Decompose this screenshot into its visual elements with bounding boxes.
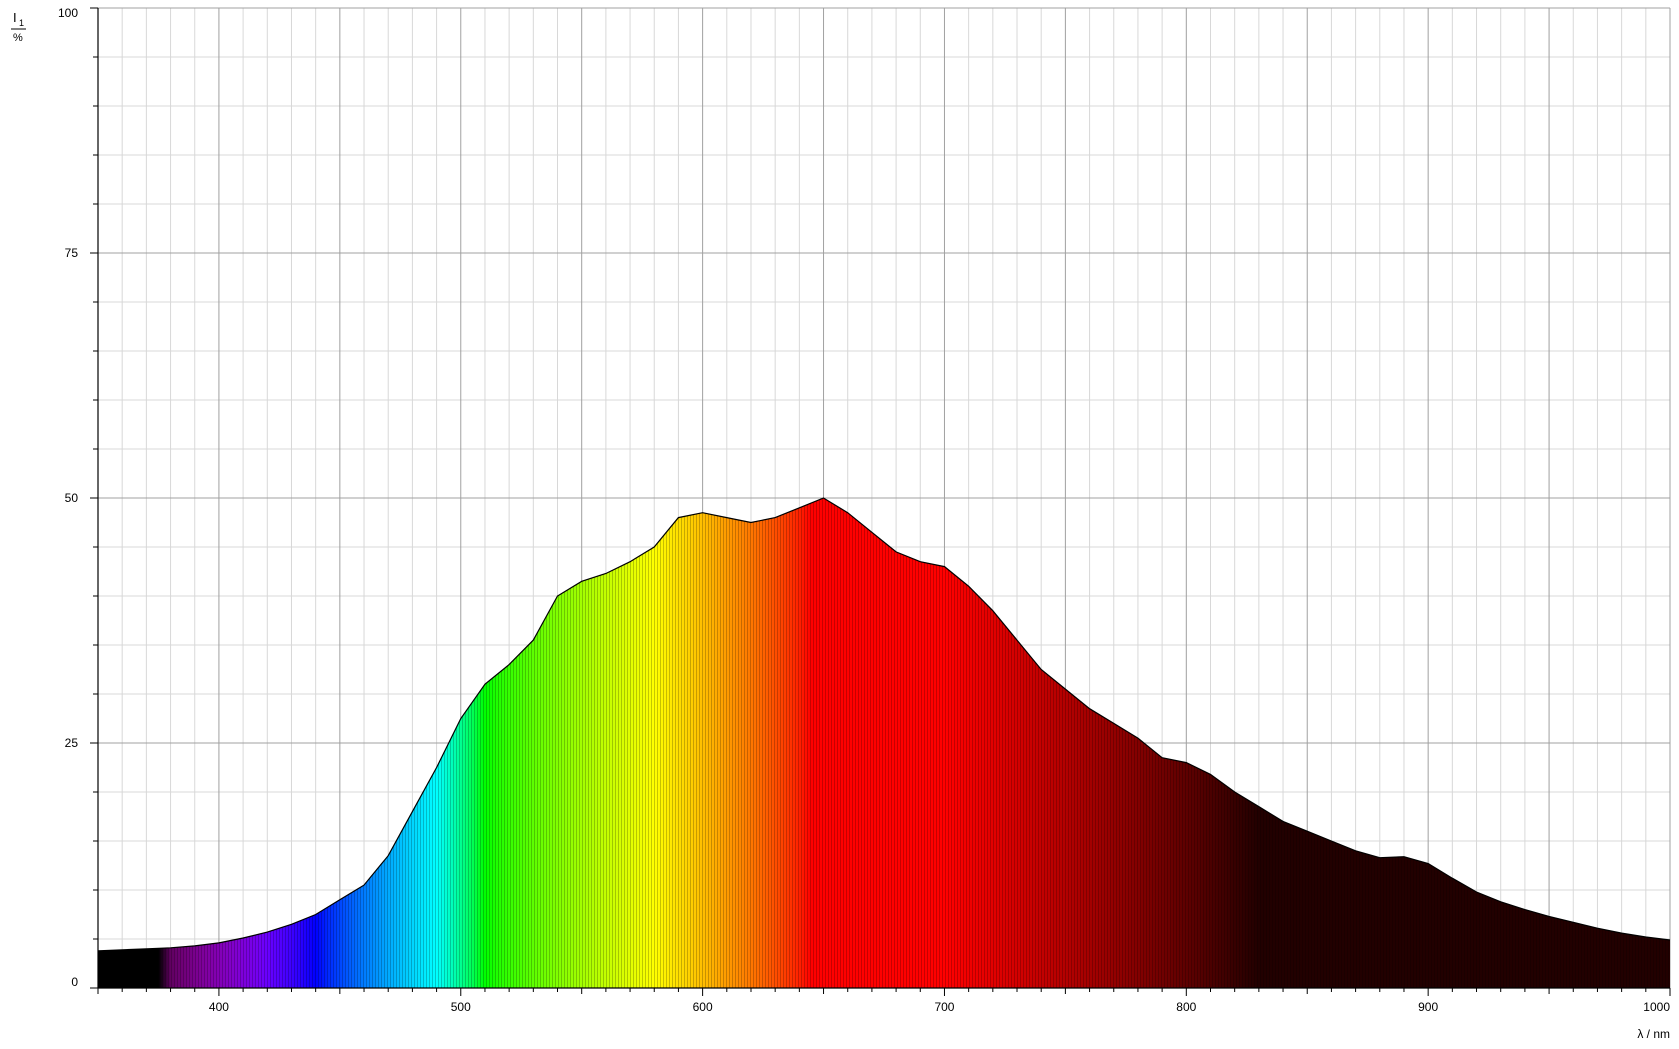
- y-tick-label: 50: [65, 491, 79, 505]
- x-axis-label: λ / nm: [1637, 1027, 1670, 1041]
- y-tick-labels: 0 25 50 75 100: [58, 6, 78, 989]
- y-tick-label: 25: [65, 736, 79, 750]
- spectrum-area-stripes: [98, 498, 1670, 988]
- axes: [90, 7, 1671, 996]
- x-tick-labels: 400 500 600 700 800 900 1000: [209, 1000, 1670, 1014]
- x-tick-label: 1000: [1643, 1000, 1670, 1014]
- x-tick-label: 900: [1418, 1000, 1438, 1014]
- x-tick-label: 800: [1176, 1000, 1196, 1014]
- y-axis-label-subscript: 1: [19, 18, 24, 28]
- spectrum-line: [97, 497, 1671, 952]
- x-tick-label: 500: [451, 1000, 471, 1014]
- y-axis-label: I 1 %: [11, 10, 26, 44]
- x-tick-label: 400: [209, 1000, 229, 1014]
- y-tick-label: 100: [58, 6, 78, 20]
- y-tick-label: 75: [65, 246, 79, 260]
- y-axis-label-unit: %: [13, 32, 23, 44]
- x-tick-label: 700: [934, 1000, 954, 1014]
- spectrum-area: [97, 497, 1671, 988]
- x-tick-label: 600: [693, 1000, 713, 1014]
- y-axis-label-symbol: I: [13, 10, 17, 25]
- y-tick-label: 0: [71, 975, 78, 989]
